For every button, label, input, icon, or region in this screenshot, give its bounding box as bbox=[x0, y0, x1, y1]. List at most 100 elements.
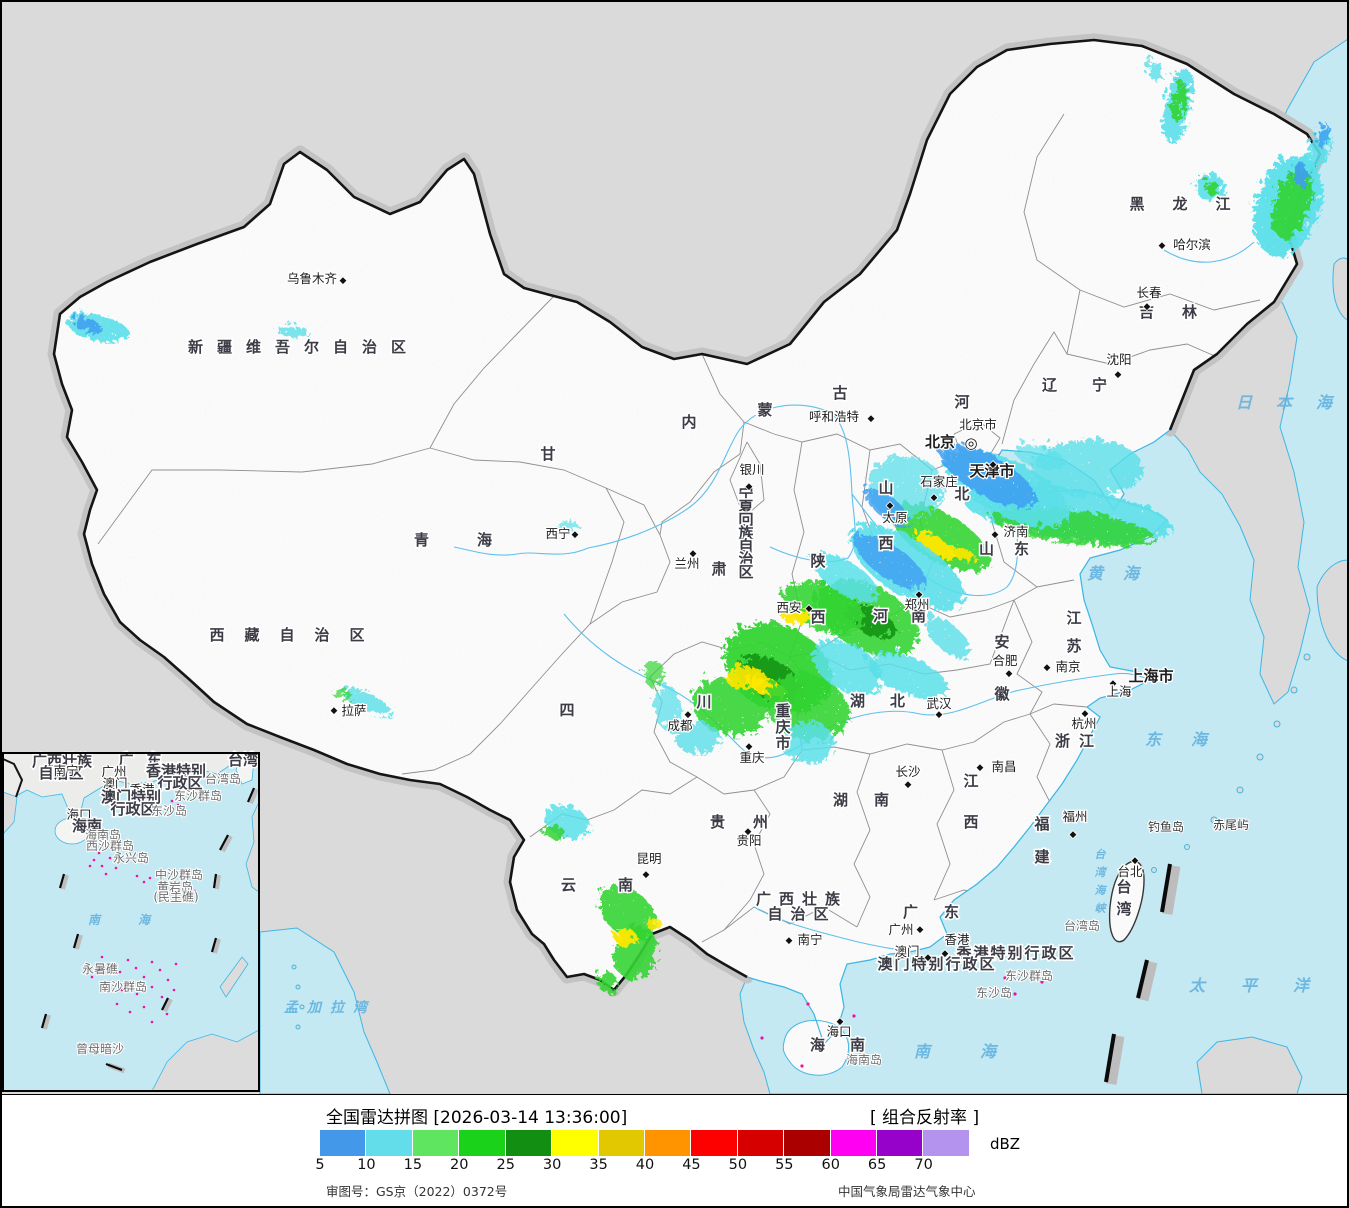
island-label: 海南岛 bbox=[846, 1052, 882, 1067]
province-label: 蒙 bbox=[757, 401, 772, 419]
city-marker-icon: ◆ bbox=[1070, 830, 1077, 840]
colorbar-tick: 70 bbox=[914, 1157, 933, 1173]
city-marker-icon: ◎ bbox=[964, 434, 977, 452]
city-marker-icon: ◆ bbox=[746, 482, 753, 492]
inset-label: 南海 bbox=[88, 913, 188, 927]
sea-label: 孟加拉湾 bbox=[284, 999, 376, 1016]
legend-panel: 全国雷达拼图 [2026-03-14 13:36:00] [ 组合反射率 ] d… bbox=[2, 1094, 1347, 1206]
inset-label: 香港特别 bbox=[146, 762, 206, 780]
inset-label: 广 bbox=[118, 751, 133, 769]
city-marker-icon: ◆ bbox=[340, 276, 347, 286]
island-label: 赤尾屿 bbox=[1213, 818, 1249, 832]
city-marker-icon: ◆ bbox=[942, 949, 949, 959]
radar-echo bbox=[808, 549, 876, 599]
inset-label: 永兴岛 bbox=[113, 850, 149, 865]
city-label: 成都 bbox=[667, 718, 693, 733]
city-marker-icon: ◆ bbox=[905, 780, 912, 790]
province-label: 古 bbox=[832, 384, 847, 402]
colorbar-swatch bbox=[877, 1130, 924, 1156]
city-label: 哈尔滨 bbox=[1173, 237, 1211, 252]
city-label: 重庆 bbox=[739, 750, 765, 765]
inset-islet-dot bbox=[110, 962, 114, 966]
city-label: 台北 bbox=[1117, 864, 1143, 879]
city-label: 福州 bbox=[1062, 809, 1087, 824]
city-label: 长春 bbox=[1136, 285, 1162, 300]
inset-boundary-dash bbox=[246, 787, 256, 803]
inset-islet-dot bbox=[158, 968, 162, 972]
province-label: 湖南 bbox=[833, 791, 915, 809]
colorbar-swatch bbox=[552, 1130, 599, 1156]
inset-label: 海口 bbox=[66, 807, 91, 822]
boundary-dash bbox=[1160, 863, 1172, 913]
city-marker-icon: ◆ bbox=[745, 827, 752, 837]
inset-boundary-dash bbox=[58, 873, 66, 889]
radar-echo bbox=[595, 968, 613, 990]
inset-islet-dot bbox=[108, 856, 112, 860]
radar-echo bbox=[1144, 57, 1160, 77]
inset-boundary-dashes bbox=[40, 787, 259, 1074]
province-label: 台湾 bbox=[1116, 878, 1131, 918]
province-label: 云南 bbox=[561, 876, 675, 894]
inset-label: 海南岛 bbox=[85, 827, 121, 842]
colorbar-swatch bbox=[412, 1130, 460, 1156]
inset-border bbox=[2, 752, 260, 1092]
inset-label: 行政区 bbox=[156, 774, 202, 792]
province-label: 山西 bbox=[878, 479, 893, 552]
city-label: 广州 bbox=[888, 922, 913, 937]
radar-echo bbox=[340, 685, 388, 713]
city-marker-icon: ◆ bbox=[1082, 709, 1089, 719]
city-marker-icon: ◆ bbox=[1132, 856, 1139, 866]
radar-echo bbox=[71, 314, 97, 330]
province-label: 内 bbox=[681, 413, 696, 431]
inset-islet-dot bbox=[134, 966, 138, 970]
radar-echo bbox=[1029, 436, 1139, 492]
inset-islet-dot bbox=[90, 975, 94, 979]
province-label: 四 bbox=[559, 701, 574, 719]
city-marker-icon: ◆ bbox=[837, 1017, 844, 1027]
inset-label: (民主礁) bbox=[153, 889, 198, 904]
province-label: 广东 bbox=[903, 903, 985, 921]
city-marker-icon: ◆ bbox=[690, 549, 697, 559]
city-marker-icon: ◆ bbox=[786, 936, 793, 946]
province-label: 西藏自治区 bbox=[209, 626, 384, 644]
dash-shadow bbox=[1105, 1035, 1125, 1085]
city-label: 合肥 bbox=[992, 653, 1018, 668]
radar-echo bbox=[1201, 177, 1215, 191]
inset-label: 台湾 bbox=[228, 751, 258, 769]
inset-label: 西沙群岛 bbox=[86, 838, 134, 853]
city-marker-icon: ◆ bbox=[331, 706, 338, 716]
inset-label: 南宁 bbox=[53, 763, 78, 778]
inset-islet-dot bbox=[142, 1005, 146, 1009]
province-label: 河北 bbox=[954, 393, 969, 503]
province-label: 浙江 bbox=[1055, 732, 1103, 750]
inset-boundary-dash bbox=[212, 873, 218, 889]
island-markers bbox=[760, 976, 1044, 1068]
city-label: 上海市 bbox=[1128, 667, 1173, 685]
city-marker-icon: ◆ bbox=[990, 460, 997, 470]
city-label: 济南 bbox=[1003, 524, 1028, 539]
sea-label: 东海 bbox=[1145, 730, 1237, 749]
city-label: 香港 bbox=[944, 932, 970, 947]
colorbar-tick: 45 bbox=[682, 1157, 701, 1173]
province-label: 甘 bbox=[540, 445, 555, 463]
islet-dot bbox=[858, 1050, 862, 1054]
inset-islet-dot bbox=[120, 988, 124, 992]
unit-label: dBZ bbox=[990, 1135, 1021, 1153]
islet-dot bbox=[852, 1014, 856, 1018]
dash-shadow bbox=[1137, 960, 1158, 1002]
radar-echo bbox=[910, 528, 950, 556]
radar-echo bbox=[779, 607, 811, 621]
city-marker-icon: ◆ bbox=[806, 604, 813, 614]
inset-islet-dot bbox=[193, 889, 197, 893]
city-label: 石家庄 bbox=[920, 474, 958, 489]
city-marker-icon: ◆ bbox=[917, 925, 924, 935]
inset-dash-shadow bbox=[60, 874, 69, 890]
city-label: 西安 bbox=[776, 600, 801, 615]
city-label: 南宁 bbox=[797, 932, 822, 947]
inset-islet-dot bbox=[165, 1012, 169, 1016]
province-label: 川 bbox=[695, 693, 711, 711]
city-marker-icon: ◆ bbox=[992, 530, 999, 540]
inset-islet-dot bbox=[95, 968, 99, 972]
